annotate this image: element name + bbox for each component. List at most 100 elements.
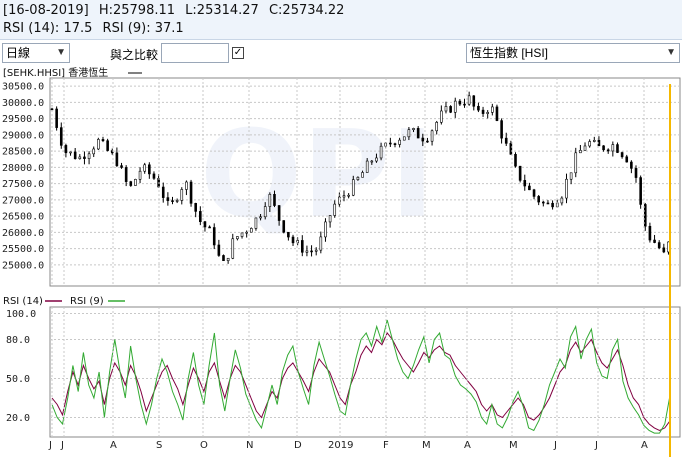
y-tick-label: 30000.0 bbox=[2, 98, 44, 109]
candle-body bbox=[393, 143, 397, 145]
candle-body bbox=[222, 255, 225, 262]
candle-body bbox=[361, 172, 364, 178]
candle-body bbox=[463, 103, 466, 106]
candle-body bbox=[300, 240, 304, 253]
compare-input[interactable] bbox=[161, 43, 229, 63]
candle-body bbox=[574, 152, 578, 174]
candle-body bbox=[537, 196, 540, 203]
candle-body bbox=[338, 196, 341, 205]
y-tick-label: 28500.0 bbox=[2, 147, 44, 158]
candle-body bbox=[662, 247, 666, 253]
period-select[interactable]: 日線 ▼ bbox=[2, 43, 70, 63]
check-icon: ✓ bbox=[233, 47, 243, 58]
candle-body bbox=[115, 152, 119, 166]
candle-body bbox=[347, 194, 350, 197]
candle-body bbox=[440, 110, 443, 123]
x-tick-label: O bbox=[200, 440, 208, 451]
candle-body bbox=[143, 164, 146, 172]
candle-body bbox=[486, 112, 489, 114]
candle-body bbox=[639, 177, 642, 205]
main-legend: [SEHK.HHSI] 香港恆生 bbox=[3, 66, 108, 79]
x-tick-label: M bbox=[509, 440, 518, 451]
candle-body bbox=[263, 206, 267, 218]
low-readout: L:25314.27 bbox=[185, 3, 259, 18]
high-readout: H:25798.11 bbox=[98, 3, 176, 18]
candle-body bbox=[50, 108, 54, 111]
y-tick-label: 29500.0 bbox=[2, 114, 44, 125]
candle-body bbox=[180, 189, 184, 201]
x-tick-label: A bbox=[641, 440, 648, 451]
candle-body bbox=[152, 173, 156, 179]
candle-body bbox=[430, 130, 434, 142]
candle-body bbox=[426, 140, 429, 143]
candle-body bbox=[55, 108, 58, 128]
candle-body bbox=[643, 204, 647, 227]
candle-body bbox=[314, 249, 318, 252]
candle-body bbox=[435, 121, 439, 132]
candle-body bbox=[240, 232, 244, 237]
candle-body bbox=[189, 181, 193, 204]
candle-body bbox=[458, 100, 462, 105]
candle-body bbox=[87, 153, 91, 159]
candle-body bbox=[606, 149, 610, 152]
candle-body bbox=[73, 151, 77, 159]
candle-body bbox=[138, 170, 142, 180]
candle-body bbox=[634, 168, 638, 178]
y-tick-label: 28000.0 bbox=[2, 163, 44, 174]
candle-body bbox=[254, 217, 258, 229]
candle-body bbox=[389, 142, 392, 145]
rsi14-line bbox=[51, 332, 671, 432]
candle-body bbox=[569, 172, 573, 180]
candle-body bbox=[92, 148, 96, 155]
y-tick-label: 26500.0 bbox=[2, 212, 44, 223]
candle-body bbox=[412, 128, 415, 130]
candle-body bbox=[370, 160, 374, 163]
candle-body bbox=[514, 153, 517, 167]
candle-body bbox=[620, 152, 624, 158]
candle-body bbox=[291, 236, 295, 244]
x-axis: J J A S O N D 2019 F M A M J J A bbox=[48, 78, 648, 451]
candle-body bbox=[579, 150, 582, 154]
candle-body bbox=[602, 145, 605, 151]
rsi14-readout: RSI (14): 17.5 bbox=[3, 21, 93, 36]
candle-body bbox=[226, 257, 230, 262]
index-select[interactable]: 恆生指數 [HSI] ▼ bbox=[466, 43, 680, 63]
x-tick-label: N bbox=[246, 440, 253, 451]
candle-body bbox=[194, 203, 197, 212]
candle-body bbox=[324, 221, 327, 238]
chart-area[interactable]: QPI 30500.0 30000.0 29500.0 29000.0 28500.0 2… bbox=[0, 66, 682, 457]
rsi14-legend: RSI (14) bbox=[3, 296, 43, 307]
candle-body bbox=[319, 236, 323, 251]
candle-body bbox=[175, 200, 179, 202]
candle-body bbox=[78, 156, 82, 159]
candle-body bbox=[236, 236, 239, 240]
candle-body bbox=[421, 137, 425, 142]
candle-body bbox=[648, 225, 652, 241]
chevron-down-icon: ▼ bbox=[56, 47, 66, 58]
compare-checkbox[interactable]: ✓ bbox=[232, 47, 244, 59]
candle-body bbox=[328, 215, 332, 223]
candle-body bbox=[481, 109, 485, 114]
rsi-pane bbox=[49, 306, 681, 438]
y-tick-label: 25000.0 bbox=[2, 260, 44, 271]
x-tick-label: S bbox=[156, 440, 162, 451]
candle-body bbox=[231, 238, 235, 259]
candle-body bbox=[106, 140, 109, 151]
candle-body bbox=[69, 151, 72, 154]
candle-body bbox=[101, 139, 105, 142]
candle-body bbox=[166, 197, 170, 201]
candle-body bbox=[268, 194, 272, 207]
candle-body bbox=[171, 200, 174, 202]
candle-body bbox=[504, 137, 508, 144]
candle-body bbox=[351, 179, 355, 196]
candle-body bbox=[551, 202, 554, 208]
x-tick-label: J bbox=[48, 440, 52, 451]
y-tick-label: 27000.0 bbox=[2, 195, 44, 206]
chevron-down-icon: ▼ bbox=[666, 47, 676, 58]
candle-body bbox=[379, 145, 383, 159]
candle-body bbox=[449, 106, 452, 113]
candle-body bbox=[532, 189, 536, 197]
watermark-logo: QPI bbox=[200, 106, 435, 245]
candle-body bbox=[546, 202, 550, 205]
candle-body bbox=[305, 250, 309, 253]
